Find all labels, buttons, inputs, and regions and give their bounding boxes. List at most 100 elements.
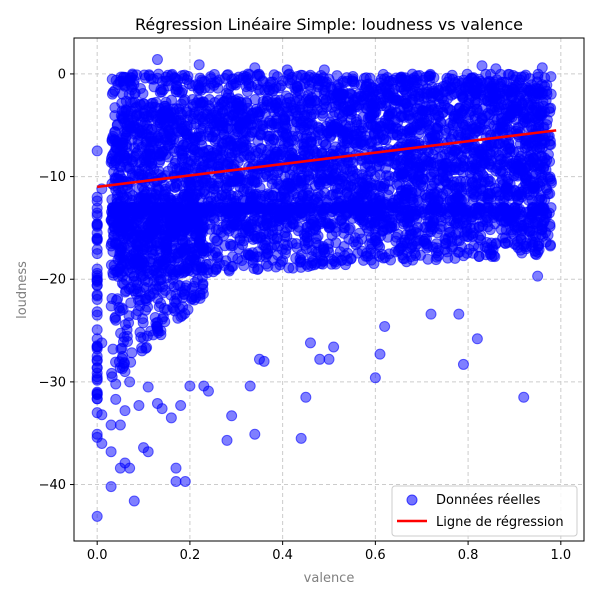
scatter-point bbox=[91, 210, 103, 222]
scatter-point bbox=[255, 216, 267, 228]
scatter-point bbox=[182, 263, 194, 275]
scatter-point bbox=[322, 217, 334, 229]
scatter-point bbox=[411, 86, 423, 98]
scatter-point bbox=[484, 175, 496, 187]
scatter-point bbox=[230, 94, 242, 106]
scatter-point bbox=[342, 123, 354, 135]
scatter-point bbox=[270, 121, 282, 133]
scatter-point bbox=[298, 228, 310, 240]
scatter-point bbox=[439, 149, 451, 161]
scatter-point bbox=[490, 63, 502, 75]
scatter-point bbox=[370, 192, 382, 204]
scatter-point bbox=[304, 337, 316, 349]
scatter-point bbox=[114, 252, 126, 264]
scatter-point bbox=[474, 75, 486, 87]
scatter-point bbox=[91, 324, 103, 336]
scatter-point bbox=[151, 283, 163, 295]
scatter-point bbox=[520, 135, 532, 147]
x-tick-label: 0.6 bbox=[365, 548, 386, 563]
y-tick-label: −10 bbox=[39, 170, 66, 185]
scatter-point bbox=[175, 399, 187, 411]
scatter-point bbox=[387, 74, 399, 86]
scatter-point bbox=[406, 76, 418, 88]
scatter-point bbox=[116, 241, 128, 253]
scatter-point bbox=[202, 385, 214, 397]
scatter-point bbox=[309, 180, 321, 192]
scatter-point bbox=[126, 347, 138, 359]
scatter-point bbox=[186, 155, 198, 167]
scatter-point bbox=[322, 161, 334, 173]
scatter-point bbox=[453, 102, 465, 114]
scatter-point bbox=[332, 122, 344, 134]
scatter-point bbox=[123, 228, 135, 240]
scatter-point bbox=[119, 80, 131, 92]
scatter-point bbox=[319, 139, 331, 151]
scatter-point bbox=[303, 124, 315, 136]
scatter-point bbox=[166, 94, 178, 106]
scatter-point bbox=[123, 317, 135, 329]
scatter-point bbox=[170, 86, 182, 98]
scatter-point bbox=[136, 254, 148, 266]
scatter-point bbox=[328, 341, 340, 353]
scatter-point bbox=[156, 313, 168, 325]
scatter-point bbox=[262, 204, 274, 216]
scatter-point bbox=[121, 258, 133, 270]
scatter-point bbox=[331, 70, 343, 82]
scatter-point bbox=[271, 98, 283, 110]
scatter-point bbox=[212, 82, 224, 94]
scatter-point bbox=[318, 84, 330, 96]
scatter-point bbox=[159, 205, 171, 217]
scatter-point bbox=[466, 120, 478, 132]
scatter-point bbox=[124, 376, 136, 388]
legend-label-scatter: Données réelles bbox=[436, 493, 541, 508]
scatter-point bbox=[96, 337, 108, 349]
scatter-point bbox=[153, 156, 165, 168]
scatter-point bbox=[170, 475, 182, 487]
scatter-point bbox=[458, 230, 470, 242]
scatter-point bbox=[401, 256, 413, 268]
scatter-point bbox=[284, 169, 296, 181]
scatter-point bbox=[318, 64, 330, 76]
scatter-point bbox=[323, 246, 335, 258]
scatter-point bbox=[116, 302, 128, 314]
scatter-point bbox=[186, 80, 198, 92]
scatter-point bbox=[421, 116, 433, 128]
scatter-point bbox=[142, 446, 154, 458]
scatter-point bbox=[216, 189, 228, 201]
scatter-point bbox=[267, 224, 279, 236]
scatter-point bbox=[330, 167, 342, 179]
scatter-point bbox=[91, 227, 103, 239]
scatter-point bbox=[435, 221, 447, 233]
scatter-point bbox=[404, 182, 416, 194]
scatter-point bbox=[338, 77, 350, 89]
scatter-point bbox=[423, 74, 435, 86]
scatter-point bbox=[124, 462, 136, 474]
scatter-point bbox=[402, 204, 414, 216]
legend-scatter-marker bbox=[406, 494, 418, 506]
scatter-point bbox=[515, 165, 527, 177]
scatter-point bbox=[476, 60, 488, 72]
scatter-point bbox=[533, 244, 545, 256]
regression-line bbox=[97, 129, 557, 189]
scatter-point bbox=[379, 251, 391, 263]
scatter-point bbox=[352, 192, 364, 204]
y-axis-ticks: 0−10−20−30−40 bbox=[39, 67, 74, 493]
scatter-point bbox=[105, 446, 117, 458]
scatter-point bbox=[525, 225, 537, 237]
scatter-point bbox=[389, 94, 401, 106]
scatter-point bbox=[362, 250, 374, 262]
scatter-point bbox=[195, 228, 207, 240]
scatter-point bbox=[491, 74, 503, 86]
scatter-point bbox=[96, 409, 108, 421]
scatter-point bbox=[91, 191, 103, 203]
scatter-point bbox=[153, 184, 165, 196]
scatter-point bbox=[500, 88, 512, 100]
scatter-point bbox=[290, 238, 302, 250]
scatter-point bbox=[91, 510, 103, 522]
scatter-point bbox=[530, 101, 542, 113]
x-tick-label: 0.0 bbox=[87, 548, 108, 563]
scatter-point bbox=[515, 229, 527, 241]
scatter-point bbox=[121, 152, 133, 164]
scatter-point bbox=[475, 203, 487, 215]
